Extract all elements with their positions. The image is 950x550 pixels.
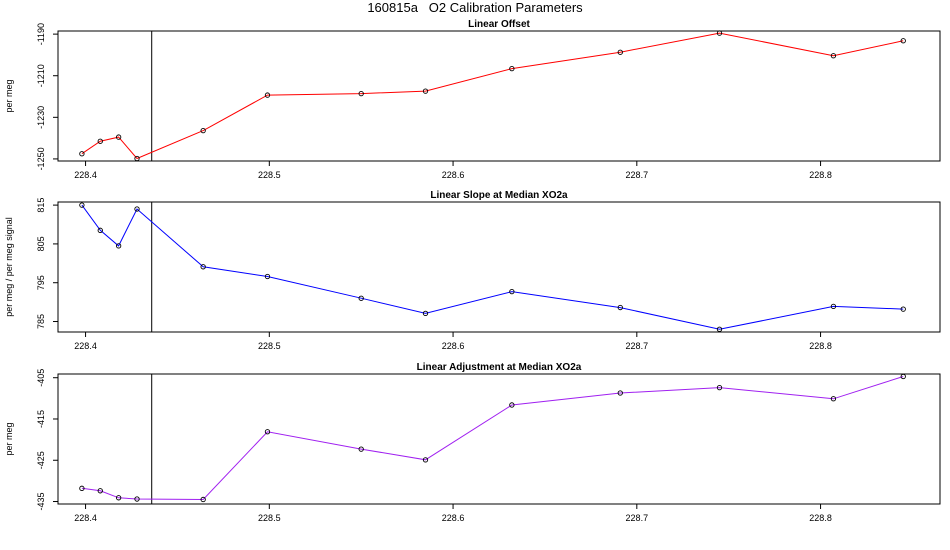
data-point bbox=[617, 304, 623, 311]
y-tick-label: 785 bbox=[36, 314, 46, 329]
x-tick-label: 228.6 bbox=[442, 513, 465, 523]
y-tick-label: -415 bbox=[36, 410, 46, 428]
data-point bbox=[115, 134, 122, 140]
data-point bbox=[79, 151, 85, 157]
y-tick-label: -425 bbox=[36, 451, 46, 469]
x-tick-label: 228.4 bbox=[74, 341, 97, 351]
data-point bbox=[617, 390, 623, 396]
series-line bbox=[81, 376, 904, 501]
data-point bbox=[264, 92, 271, 98]
data-point bbox=[509, 402, 515, 408]
data-point bbox=[830, 53, 837, 59]
data-point bbox=[200, 496, 206, 503]
x-tick-label: 228.4 bbox=[74, 513, 97, 523]
y-tick-label: -1190 bbox=[36, 23, 46, 45]
y-tick-label: -1210 bbox=[36, 64, 46, 87]
y-axis-label: per meg / per meg signal bbox=[4, 217, 14, 317]
x-tick-label: 228.8 bbox=[809, 170, 832, 180]
x-tick-label: 228.4 bbox=[74, 170, 97, 180]
data-point bbox=[358, 446, 364, 452]
data-point bbox=[422, 457, 429, 463]
x-tick-label: 228.7 bbox=[626, 170, 649, 180]
data-point bbox=[830, 303, 837, 310]
data-point bbox=[509, 288, 515, 295]
y-tick-label: 805 bbox=[36, 236, 46, 251]
x-tick-label: 228.5 bbox=[258, 170, 281, 180]
plot-frame bbox=[57, 373, 941, 505]
panel-title: Linear Adjustment at Median XO2a bbox=[417, 362, 582, 373]
data-point bbox=[358, 90, 364, 97]
data-point bbox=[422, 310, 429, 317]
y-tick-label: 795 bbox=[36, 275, 46, 290]
series-line bbox=[81, 204, 904, 330]
x-tick-label: 228.8 bbox=[809, 341, 832, 351]
panel-title: Linear Slope at Median XO2a bbox=[430, 190, 568, 201]
data-point bbox=[716, 384, 723, 391]
x-tick-label: 228.5 bbox=[258, 513, 281, 523]
y-axis-label: per meg bbox=[4, 79, 14, 112]
x-tick-label: 228.5 bbox=[258, 341, 281, 351]
plot-frame bbox=[57, 201, 941, 333]
x-tick-label: 228.6 bbox=[442, 341, 465, 351]
data-point bbox=[900, 306, 906, 312]
y-tick-label: -1230 bbox=[36, 106, 46, 129]
data-point bbox=[134, 206, 140, 212]
data-point bbox=[200, 127, 206, 134]
data-point bbox=[264, 273, 271, 280]
data-point bbox=[716, 326, 723, 332]
x-tick-label: 228.6 bbox=[442, 170, 465, 180]
plot-frame bbox=[57, 30, 941, 162]
series-line bbox=[81, 32, 904, 160]
data-point bbox=[264, 429, 271, 435]
data-point bbox=[134, 155, 140, 162]
data-point bbox=[115, 243, 122, 249]
data-point bbox=[200, 264, 206, 270]
data-point bbox=[900, 373, 906, 380]
y-tick-label: -405 bbox=[36, 369, 46, 387]
x-tick-label: 228.7 bbox=[626, 341, 649, 351]
data-point bbox=[900, 38, 906, 44]
y-tick-label: -435 bbox=[36, 493, 46, 511]
data-point bbox=[79, 485, 85, 491]
panel-title: Linear Offset bbox=[468, 19, 530, 30]
data-point bbox=[97, 227, 103, 233]
data-point bbox=[716, 30, 723, 36]
data-point bbox=[358, 295, 364, 301]
x-tick-label: 228.7 bbox=[626, 513, 649, 523]
y-tick-label: -1250 bbox=[36, 147, 46, 170]
y-axis-label: per meg bbox=[4, 422, 14, 455]
data-point bbox=[79, 202, 85, 208]
data-point bbox=[617, 49, 623, 55]
data-point bbox=[97, 488, 103, 494]
data-point bbox=[97, 138, 103, 144]
y-tick-label: 815 bbox=[36, 198, 46, 213]
data-point bbox=[830, 396, 837, 402]
x-tick-label: 228.8 bbox=[809, 513, 832, 523]
main-title: 160815a O2 Calibration Parameters bbox=[367, 0, 583, 15]
data-point bbox=[509, 65, 515, 72]
data-point bbox=[115, 495, 122, 501]
data-point bbox=[134, 496, 140, 502]
data-point bbox=[422, 88, 429, 94]
